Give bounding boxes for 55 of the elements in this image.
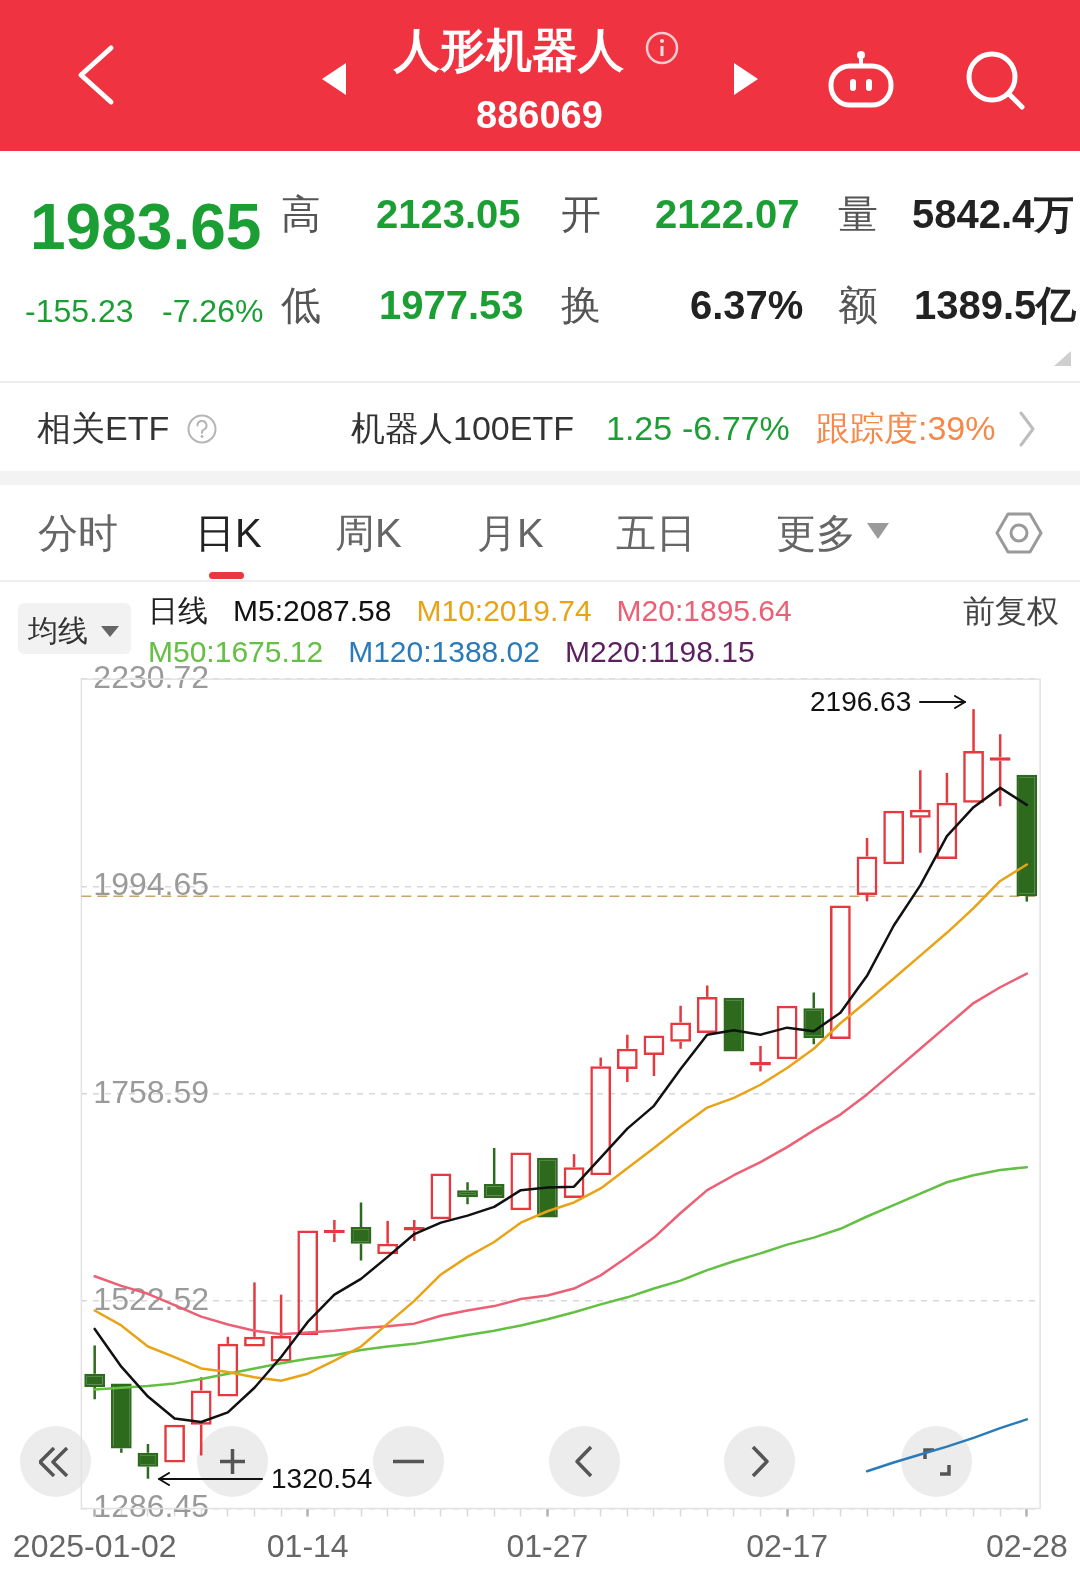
text: 均线: [28, 613, 88, 649]
text: M20:1895.64: [616, 593, 792, 629]
candlestick: [457, 1181, 478, 1206]
candlestick: [350, 1201, 372, 1262]
text: 周K: [335, 510, 402, 556]
text: 日K: [195, 510, 262, 556]
text: 月K: [477, 510, 544, 556]
text: -7.26%: [162, 292, 264, 330]
candlestick: [723, 997, 745, 1052]
text: 低: [281, 282, 321, 328]
text: 1.25: [606, 409, 673, 449]
y-tick-label: 1286.45: [93, 1488, 210, 1525]
text: -155.23: [25, 292, 134, 330]
text: 分时: [38, 510, 118, 556]
text: 机器人100ETF: [351, 409, 574, 449]
y-tick-label: 1758.59: [93, 1073, 210, 1110]
x-tick-label: 02-28: [985, 1527, 1068, 1564]
text: -6.77%: [682, 409, 790, 449]
text: 换: [561, 282, 601, 328]
text: 1977.53: [379, 282, 524, 328]
legend-label: M220:1198.15: [564, 634, 755, 670]
y-tick-label: 1994.65: [93, 866, 210, 903]
annotation: 1320.54: [271, 1462, 373, 1496]
candlestick: [803, 991, 825, 1046]
legend-title: 日线: [148, 593, 208, 629]
text: 1983.65: [30, 191, 262, 265]
text: 跟踪度:39%: [816, 409, 996, 449]
text: 更多: [776, 510, 856, 556]
text: 高: [281, 191, 321, 237]
candlestick: [137, 1442, 159, 1480]
chart-subtitle: 886069: [476, 94, 603, 138]
text: 额: [838, 282, 878, 328]
text: M10:2019.74: [416, 593, 592, 629]
candlestick: [110, 1383, 132, 1455]
text: 相关ETF: [37, 409, 170, 449]
text: 5842.4万: [912, 191, 1075, 237]
x-tick-label: 2025-01-02: [12, 1527, 177, 1564]
candlestick: [84, 1344, 106, 1401]
text: M5:2087.58: [233, 593, 392, 629]
x-tick-label: 01-27: [506, 1527, 589, 1564]
x-tick-label: 02-17: [746, 1527, 829, 1564]
text: 2123.05: [376, 191, 521, 237]
candlestick: [1016, 774, 1038, 903]
text: 前复权: [963, 592, 1059, 630]
text: 6.37%: [690, 282, 804, 328]
text: 2122.07: [655, 191, 800, 237]
chart-title: 人形机器人: [394, 23, 624, 77]
x-tick-label: 01-14: [266, 1527, 349, 1564]
text: 量: [838, 191, 878, 237]
annotation: 2196.63: [810, 685, 912, 719]
text: 开: [561, 191, 601, 237]
text: 五日: [616, 510, 696, 556]
candlestick: [483, 1146, 505, 1199]
text: 1389.5亿: [914, 282, 1077, 328]
text: M120:1388.02: [348, 634, 540, 670]
